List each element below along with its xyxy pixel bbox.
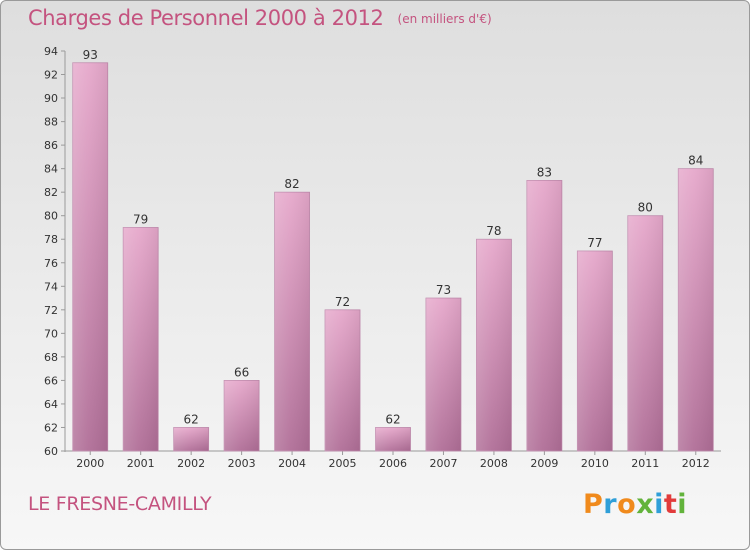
x-tick-label-2001: 2001 xyxy=(127,457,155,470)
y-tick-label: 74 xyxy=(44,280,58,293)
x-tick-label-2012: 2012 xyxy=(682,457,710,470)
y-tick-label: 90 xyxy=(44,92,58,105)
data-label-2011: 80 xyxy=(638,201,653,215)
y-tick-label: 72 xyxy=(44,304,58,317)
chart-y-tick-labels: 60 62 64 66 68 70 72 74 76 78 80 82 84 86 88 90 92 94 xyxy=(44,45,58,458)
bar-sheen-2011 xyxy=(627,215,663,451)
x-tick-label-2010: 2010 xyxy=(581,457,609,470)
y-tick-label: 84 xyxy=(44,163,58,176)
data-label-2007: 73 xyxy=(436,283,451,297)
y-tick-label: 94 xyxy=(44,45,58,58)
y-tick-label: 88 xyxy=(44,116,58,129)
x-tick-label-2002: 2002 xyxy=(177,457,205,470)
bar-sheen-2000 xyxy=(72,62,108,451)
x-tick-label-2007: 2007 xyxy=(429,457,457,470)
bar-sheen-2005 xyxy=(325,309,361,451)
chart-bars xyxy=(72,62,714,452)
data-label-2010: 77 xyxy=(587,236,602,250)
data-label-2001: 79 xyxy=(133,212,148,226)
x-tick-label-2006: 2006 xyxy=(379,457,407,470)
data-label-2009: 83 xyxy=(537,165,552,179)
x-tick-label-2003: 2003 xyxy=(228,457,256,470)
data-label-2003: 66 xyxy=(234,365,249,379)
bar-sheen-2001 xyxy=(123,227,159,451)
x-tick-label-2011: 2011 xyxy=(631,457,659,470)
data-label-2004: 82 xyxy=(284,177,299,191)
chart-title: Charges de Personnel 2000 à 2012 xyxy=(28,6,384,30)
chart-title-block: Charges de Personnel 2000 à 2012 (en mill… xyxy=(28,6,492,30)
y-tick-label: 62 xyxy=(44,421,58,434)
logo-letter: P xyxy=(583,489,604,520)
y-tick-label: 66 xyxy=(44,374,58,387)
chart-x-tick-labels: 2000 2001 2002 2003 2004 2005 2006 2007 2008 2009… xyxy=(76,457,710,470)
data-label-2006: 62 xyxy=(385,412,400,426)
y-tick-label: 70 xyxy=(44,327,58,340)
data-label-2005: 72 xyxy=(335,295,350,309)
data-label-2008: 78 xyxy=(486,224,501,238)
data-label-2000: 93 xyxy=(83,48,98,62)
bar-sheen-2007 xyxy=(425,298,461,451)
data-label-2002: 62 xyxy=(184,412,199,426)
x-tick-label-2008: 2008 xyxy=(480,457,508,470)
y-tick-label: 78 xyxy=(44,233,58,246)
y-tick-label: 80 xyxy=(44,210,58,223)
bar-sheen-2008 xyxy=(476,239,512,451)
bar-sheen-2002 xyxy=(173,427,209,451)
bar-sheen-2004 xyxy=(274,192,310,452)
y-tick-label: 86 xyxy=(44,139,58,152)
x-tick-label-2004: 2004 xyxy=(278,457,306,470)
municipality-name: LE FRESNE-CAMILLY xyxy=(28,493,212,515)
logo-letter: t xyxy=(663,489,678,520)
y-tick-label: 68 xyxy=(44,351,58,364)
bar-sheen-2006 xyxy=(375,427,411,451)
y-tick-label: 64 xyxy=(44,398,58,411)
y-tick-label: 60 xyxy=(44,445,58,458)
logo-letter: i xyxy=(677,489,688,520)
y-tick-label: 92 xyxy=(44,69,58,82)
x-tick-label-2005: 2005 xyxy=(329,457,357,470)
bar-sheen-2009 xyxy=(526,180,562,452)
logo-letter: r xyxy=(603,489,618,520)
logo-letter: o xyxy=(617,489,637,520)
proxiti-logo: Proxiti xyxy=(583,489,687,520)
logo-letter: x xyxy=(636,489,655,520)
bar-sheen-2012 xyxy=(678,168,714,451)
bar-sheen-2010 xyxy=(577,251,613,451)
y-tick-label: 76 xyxy=(44,257,58,270)
logo-letter: i xyxy=(654,489,664,520)
bar-sheen-2003 xyxy=(224,380,260,451)
y-tick-label: 82 xyxy=(44,186,58,199)
chart-subtitle: (en milliers d'€) xyxy=(397,12,492,26)
x-tick-label-2000: 2000 xyxy=(76,457,104,470)
chart-axes xyxy=(61,50,721,455)
chart-data-labels: 93 79 62 66 82 72 62 73 78 83 77 80 84 xyxy=(83,48,704,427)
x-tick-label-2009: 2009 xyxy=(530,457,558,470)
data-label-2012: 84 xyxy=(688,154,703,168)
